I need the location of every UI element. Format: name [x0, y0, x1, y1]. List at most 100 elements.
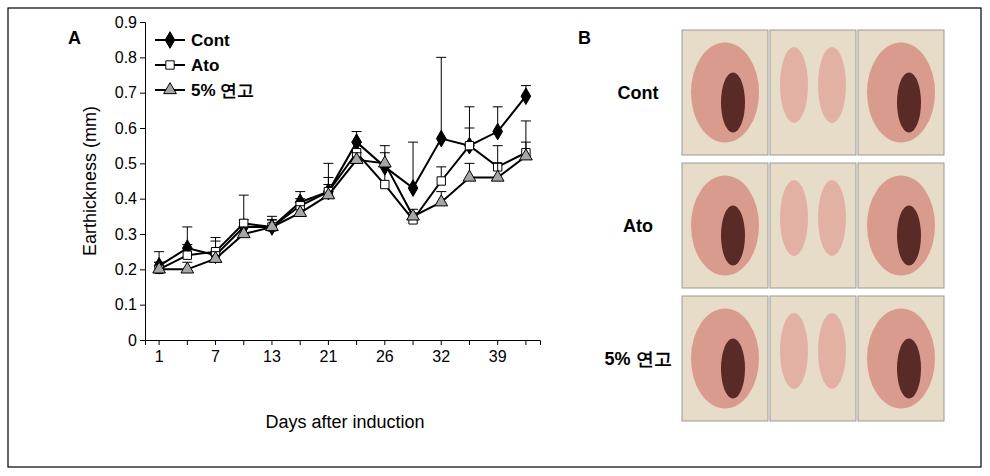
x-tick-label: 7	[211, 348, 220, 365]
photo-frame	[682, 163, 768, 288]
photo	[682, 30, 768, 155]
y-tick: 0	[128, 332, 145, 349]
error-bar-cap	[154, 251, 164, 252]
error-bar-cap	[436, 57, 446, 58]
x-tick-label: 13	[263, 348, 281, 365]
error-bar-cap	[493, 163, 503, 164]
y-tick: 0.9	[115, 14, 145, 31]
ear	[867, 309, 935, 409]
photo	[770, 296, 856, 421]
photo-frame	[770, 163, 856, 288]
x-tick	[300, 340, 301, 345]
error-bar-cap	[295, 198, 305, 199]
legend-label: Ato	[191, 56, 219, 75]
photo	[770, 163, 856, 288]
error-bar	[436, 57, 446, 138]
photo-frame	[770, 296, 856, 421]
error-bar-cap	[464, 163, 474, 164]
error-bar-cap	[267, 216, 277, 217]
x-tick-label: 1	[155, 348, 164, 365]
error-bar-cap	[464, 106, 474, 107]
error-bar	[182, 227, 192, 248]
series-marker	[381, 180, 389, 188]
series-group	[154, 107, 531, 274]
photo-frame	[682, 30, 768, 155]
legend-item: 5% 연고	[155, 81, 254, 100]
y-tick-label: 0.4	[115, 190, 137, 207]
panel-label: B	[578, 28, 591, 48]
x-axis: 1 7 13 21 26 32 39	[146, 340, 541, 365]
x-tick-mark	[469, 340, 470, 345]
legend-marker	[165, 32, 175, 49]
row-label: 5% 연고	[604, 349, 671, 369]
series-marker	[436, 130, 446, 147]
ear	[780, 313, 808, 389]
error-bar	[464, 107, 474, 146]
error-bar-cap	[436, 166, 446, 167]
series-marker	[520, 149, 533, 160]
legend-item: Cont	[155, 31, 230, 50]
y-tick-mark	[140, 305, 145, 306]
x-axis-line	[146, 341, 541, 346]
y-tick-mark	[140, 57, 145, 58]
y-tick-label: 0.9	[115, 14, 137, 31]
error-bar	[493, 146, 503, 167]
x-tick: 7	[211, 340, 220, 365]
x-tick-mark	[187, 340, 188, 345]
y-tick-label: 0.6	[115, 120, 137, 137]
error-bar-cap	[323, 177, 333, 178]
plot-area	[153, 57, 532, 274]
x-tick-label: 39	[489, 348, 507, 365]
x-tick: 26	[376, 340, 394, 365]
series-marker	[153, 262, 166, 273]
y-tick: 0.6	[115, 120, 145, 137]
ear-canal	[897, 339, 921, 399]
y-tick-label: 0	[128, 332, 137, 349]
y-tick-mark	[140, 128, 145, 129]
legend-label: 5% 연고	[191, 81, 254, 100]
error-bar-cap	[323, 163, 333, 164]
error-bar-cap	[521, 142, 531, 143]
ear	[867, 176, 935, 276]
series-marker	[493, 123, 503, 140]
x-tick: 13	[263, 340, 281, 365]
x-tick	[525, 340, 526, 345]
ear	[818, 313, 846, 389]
ear	[818, 180, 846, 256]
series-line	[159, 146, 526, 270]
series-group	[153, 142, 532, 273]
x-tick-label: 21	[319, 348, 337, 365]
y-tick-mark	[140, 340, 145, 341]
y-tick: 0.7	[115, 84, 145, 101]
ear	[780, 180, 808, 256]
y-tick-label: 0.3	[115, 226, 137, 243]
y-tick-mark	[140, 22, 145, 23]
y-axis-line	[140, 23, 146, 341]
error-bar-cap	[239, 195, 249, 196]
photo	[682, 163, 768, 288]
series-marker	[521, 88, 531, 105]
y-tick: 0.1	[115, 296, 145, 313]
y-tick: 0.2	[115, 261, 145, 278]
series-group	[154, 57, 531, 274]
y-tick: 0.8	[115, 49, 145, 66]
photo-frame	[682, 296, 768, 421]
legend-label: Cont	[191, 31, 230, 50]
error-bar-stem	[441, 57, 442, 138]
legend-marker	[166, 61, 174, 69]
legend-marker	[164, 83, 177, 94]
x-tick: 32	[432, 340, 450, 365]
y-tick-mark	[140, 199, 145, 200]
series-marker	[237, 227, 250, 238]
y-tick-mark	[140, 163, 145, 164]
x-tick-mark	[356, 340, 357, 345]
y-tick: 0.5	[115, 155, 145, 172]
legend-item: Ato	[155, 56, 219, 75]
photo-frame	[858, 30, 944, 155]
ear	[691, 43, 759, 143]
ear-canal	[721, 73, 745, 133]
error-bar-cap	[182, 226, 192, 227]
error-bar-stem	[469, 107, 470, 146]
y-tick-mark	[140, 93, 145, 94]
series-line	[159, 156, 526, 269]
